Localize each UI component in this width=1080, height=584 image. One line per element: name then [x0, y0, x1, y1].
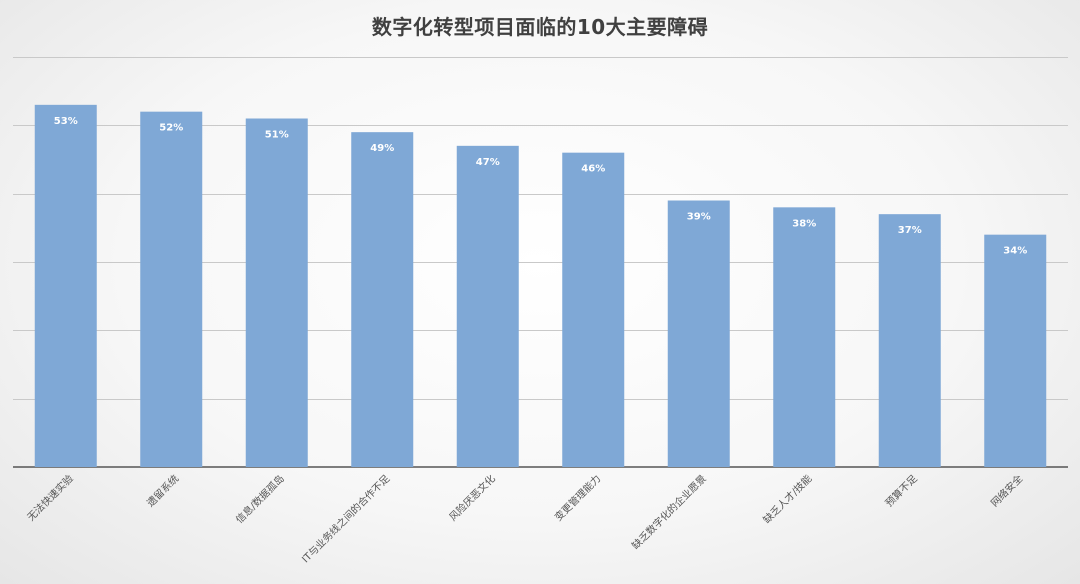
bar-value-label: 46% — [581, 164, 605, 175]
x-tick-label: 变更管理能力 — [552, 472, 604, 524]
bar-value-label: 34% — [1003, 246, 1027, 257]
bar — [667, 200, 730, 467]
x-tick-label: 遗留系统 — [144, 472, 181, 509]
x-tick-label: 缺乏人才/技能 — [760, 472, 814, 526]
bar — [773, 207, 836, 468]
bar — [245, 118, 308, 467]
x-tick-label: 网络安全 — [988, 472, 1025, 509]
bar — [878, 214, 941, 467]
x-tick-label: 缺乏数字化的企业愿景 — [629, 472, 709, 552]
bar-value-label: 38% — [792, 218, 816, 229]
x-tick-label: 信息/数据孤岛 — [233, 472, 287, 526]
bar-value-label: 37% — [898, 225, 922, 236]
bar — [140, 111, 203, 468]
bar-value-label: 51% — [265, 130, 289, 141]
bar — [456, 145, 519, 468]
bar-value-label: 49% — [370, 143, 394, 154]
data-labels: 53% 52% 51% 49% 47% 46% 39% 38% 37% 34% — [54, 116, 1027, 257]
bar-value-label: 53% — [54, 116, 78, 127]
x-tick-label: 预算不足 — [882, 472, 919, 509]
bar-value-label: 52% — [159, 123, 183, 134]
bars — [34, 104, 1047, 468]
bar — [351, 132, 414, 467]
x-tick-label: 无法快速实验 — [24, 472, 76, 524]
bar — [984, 234, 1047, 467]
x-axis-tick-labels: 无法快速实验 遗留系统 信息/数据孤岛 IT与业务线之间的合作不足 风险厌恶文化 变更管理… — [24, 472, 1025, 565]
bar-value-label: 39% — [687, 212, 711, 223]
x-tick-label: 风险厌恶文化 — [446, 472, 498, 524]
x-tick-label: IT与业务线之间的合作不足 — [299, 472, 392, 565]
chart-title: 数字化转型项目面临的10大主要障碍 — [371, 15, 709, 39]
bar-value-label: 47% — [476, 157, 500, 168]
bar — [34, 104, 97, 467]
bar — [562, 152, 625, 467]
